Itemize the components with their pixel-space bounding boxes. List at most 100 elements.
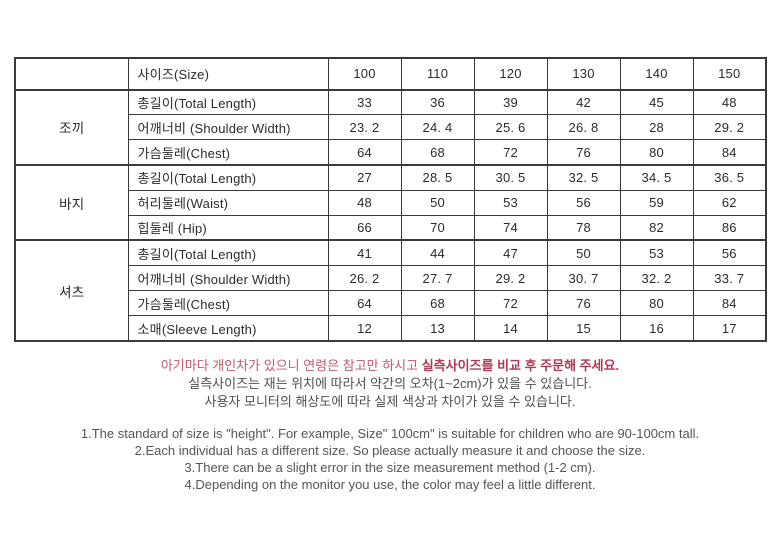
measurement-value: 13 xyxy=(400,315,475,342)
table-row: 가슴둘레(Chest) 64 68 72 76 80 84 xyxy=(15,139,767,166)
size-header-value: 150 xyxy=(692,57,767,91)
measurement-value: 53 xyxy=(619,239,694,267)
measurement-value: 27 xyxy=(327,164,402,191)
measurement-value: 41 xyxy=(327,239,402,267)
table-row: 소매(Sleeve Length) 12 13 14 15 16 17 xyxy=(15,315,767,342)
measurement-value: 59 xyxy=(619,189,694,216)
measurement-value: 17 xyxy=(692,315,767,342)
measurement-value: 30. 7 xyxy=(546,265,621,292)
measurement-value: 76 xyxy=(546,290,621,317)
measurement-value: 23. 2 xyxy=(327,114,402,141)
measurement-label: 총길이(Total Length) xyxy=(127,164,329,191)
measurement-label: 허리둘레(Waist) xyxy=(127,189,329,216)
note-en-1: 1.The standard of size is "height". For … xyxy=(80,426,700,441)
size-header-value: 130 xyxy=(546,57,621,91)
measurement-label: 가슴둘레(Chest) xyxy=(127,290,329,317)
measurement-value: 68 xyxy=(400,290,475,317)
measurement-value: 80 xyxy=(619,139,694,166)
measurement-value: 45 xyxy=(619,88,694,116)
measurement-value: 84 xyxy=(692,290,767,317)
measurement-value: 14 xyxy=(473,315,548,342)
measurement-label: 힙둘레 (Hip) xyxy=(127,214,329,241)
table-row: 바지 총길이(Total Length) 27 28. 5 30. 5 32. 5 34. … xyxy=(14,164,767,241)
note-ko-line3: 사용자 모니터의 해상도에 따라 실제 색상과 차이가 있을 수 있습니다. xyxy=(204,394,576,409)
size-header-label: 사이즈(Size) xyxy=(127,57,329,91)
size-table: 사이즈(Size) 100 110 120 130 140 150 조끼 총길이(Total L… xyxy=(14,57,767,342)
measurement-value: 62 xyxy=(692,189,767,216)
measurement-value: 30. 5 xyxy=(473,164,548,191)
measurement-label: 총길이(Total Length) xyxy=(127,239,329,267)
table-row: 조끼 총길이(Total Length) 33 36 39 42 45 48 xyxy=(14,88,767,166)
measurement-value: 47 xyxy=(473,239,548,267)
measurement-value: 26. 8 xyxy=(546,114,621,141)
measurement-value: 50 xyxy=(546,239,621,267)
size-table-body: 사이즈(Size) 100 110 120 130 140 150 조끼 총길이(Total L… xyxy=(14,57,767,342)
measurement-value: 72 xyxy=(473,290,548,317)
measurement-value: 39 xyxy=(473,88,548,116)
table-row: 허리둘레(Waist) 48 50 53 56 59 62 xyxy=(15,189,767,216)
note-en-4: 4.Depending on the monitor you use, the … xyxy=(184,477,596,492)
measurement-value: 50 xyxy=(400,189,475,216)
measurement-label: 어깨너비 (Shoulder Width) xyxy=(127,265,329,292)
measurement-value: 56 xyxy=(692,239,767,267)
measurement-value: 64 xyxy=(327,139,402,166)
note-ko-line1-emphasis: 실측사이즈를 비교 후 주문해 주세요. xyxy=(421,358,620,373)
measurement-value: 70 xyxy=(400,214,475,241)
measurement-value: 32. 2 xyxy=(619,265,694,292)
measurement-value: 33 xyxy=(327,88,402,116)
measurement-value: 27. 7 xyxy=(400,265,475,292)
measurement-value: 64 xyxy=(327,290,402,317)
measurement-value: 33. 7 xyxy=(692,265,767,292)
size-header-value: 120 xyxy=(473,57,548,91)
table-row: 어깨너비 (Shoulder Width) 26. 2 27. 7 29. 2 30. … xyxy=(15,265,767,292)
measurement-value: 36. 5 xyxy=(692,164,767,191)
group-cell-2: 셔츠 xyxy=(14,239,129,342)
measurement-value: 68 xyxy=(400,139,475,166)
english-notes: 1.The standard of size is "height". For … xyxy=(0,427,780,495)
measurement-value: 26. 2 xyxy=(327,265,402,292)
measurement-value: 29. 2 xyxy=(473,265,548,292)
measurement-value: 12 xyxy=(327,315,402,342)
measurement-value: 16 xyxy=(619,315,694,342)
size-header-value: 100 xyxy=(327,57,402,91)
measurement-value: 74 xyxy=(473,214,548,241)
measurement-value: 76 xyxy=(546,139,621,166)
measurement-value: 24. 4 xyxy=(400,114,475,141)
table-row: 힙둘레 (Hip) 66 70 74 78 82 86 xyxy=(15,214,767,241)
measurement-value: 78 xyxy=(546,214,621,241)
measurement-label: 어깨너비 (Shoulder Width) xyxy=(127,114,329,141)
measurement-value: 66 xyxy=(327,214,402,241)
measurement-value: 53 xyxy=(473,189,548,216)
size-header-value: 140 xyxy=(619,57,694,91)
measurement-value: 36 xyxy=(400,88,475,116)
measurement-value: 32. 5 xyxy=(546,164,621,191)
measurement-value: 42 xyxy=(546,88,621,116)
measurement-value: 48 xyxy=(692,88,767,116)
note-ko-line1: 아기마다 개인차가 있으니 연령은 참고만 하시고 실측사이즈를 비교 후 주문… xyxy=(0,359,780,372)
corner-cell xyxy=(14,57,129,91)
korean-notes: 아기마다 개인차가 있으니 연령은 참고만 하시고 실측사이즈를 비교 후 주문… xyxy=(0,359,780,413)
measurement-value: 25. 6 xyxy=(473,114,548,141)
measurement-value: 48 xyxy=(327,189,402,216)
table-row: 어깨너비 (Shoulder Width) 23. 2 24. 4 25. 6 26. … xyxy=(15,114,767,141)
measurement-value: 84 xyxy=(692,139,767,166)
measurement-value: 28. 5 xyxy=(400,164,475,191)
table-row: 셔츠 총길이(Total Length) 41 44 47 50 53 56 xyxy=(14,239,767,342)
measurement-value: 86 xyxy=(692,214,767,241)
measurement-value: 29. 2 xyxy=(692,114,767,141)
size-header-value: 110 xyxy=(400,57,475,91)
group-cell-0: 조끼 xyxy=(14,88,129,166)
measurement-value: 28 xyxy=(619,114,694,141)
table-row: 가슴둘레(Chest) 64 68 72 76 80 84 xyxy=(15,290,767,317)
note-en-3: 3.There can be a slight error in the siz… xyxy=(184,460,596,475)
group-cell-1: 바지 xyxy=(14,164,129,241)
measurement-value: 80 xyxy=(619,290,694,317)
measurement-value: 15 xyxy=(546,315,621,342)
measurement-label: 가슴둘레(Chest) xyxy=(127,139,329,166)
measurement-label: 소매(Sleeve Length) xyxy=(127,315,329,342)
measurement-label: 총길이(Total Length) xyxy=(127,88,329,116)
measurement-value: 44 xyxy=(400,239,475,267)
measurement-value: 72 xyxy=(473,139,548,166)
note-ko-line2: 실측사이즈는 재는 위치에 따라서 약간의 오차(1~2cm)가 있을 수 있습… xyxy=(188,376,592,391)
